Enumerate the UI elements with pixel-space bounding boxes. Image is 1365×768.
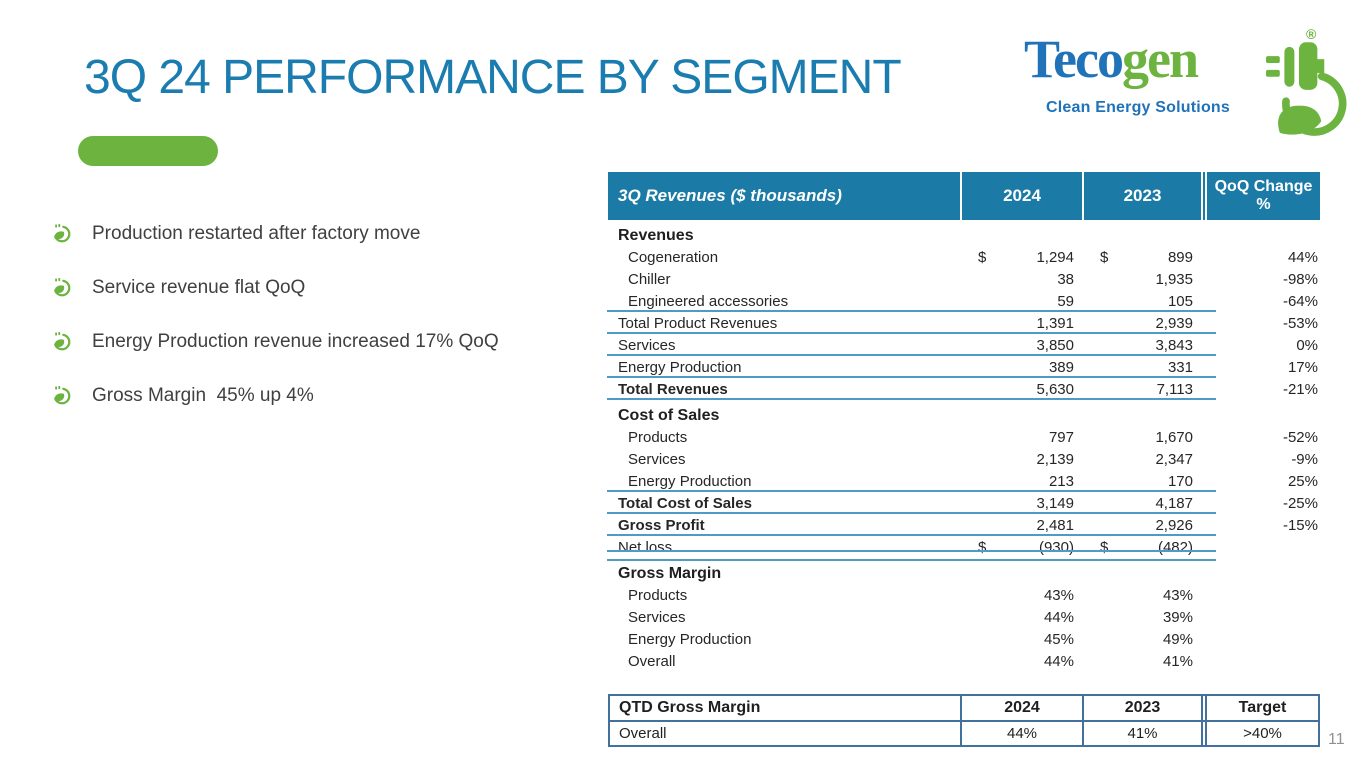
list-item: Gross Margin 45% up 4%: [52, 384, 499, 438]
table-row: Services 44% 39%: [628, 608, 1193, 626]
qtd-header-2024: 2024: [960, 696, 1082, 720]
table-row: Chiller 38 1,935 -98%: [628, 270, 1318, 288]
table-row: Gross Margin: [618, 565, 722, 582]
header-cell-qoq-change: QoQ Change %: [1201, 172, 1320, 220]
header-cell-2023: 2023: [1082, 172, 1201, 220]
list-item: Energy Production revenue increased 17% …: [52, 330, 499, 384]
bullet-text: Gross Margin 45% up 4%: [92, 385, 314, 406]
qtd-cell-2024: 44%: [960, 722, 1082, 745]
table-row: Overall 44% 41%: [628, 652, 1193, 670]
leaf-plug-bullet-icon: [54, 278, 71, 297]
table-row: Revenues: [618, 227, 694, 244]
bullet-text: Service revenue flat QoQ: [92, 277, 306, 298]
table-row: Energy Production 389 331 17%: [607, 356, 1320, 378]
qtd-cell-target: >40%: [1201, 722, 1318, 745]
table-row: Engineered accessories 59 105 -64%: [607, 290, 1320, 312]
page-title: 3Q 24 PERFORMANCE BY SEGMENT: [84, 51, 902, 104]
table-row: Gross Profit 2,481 2,926 -15%: [607, 514, 1320, 536]
logo-word-gen: gen: [1122, 29, 1199, 89]
logo-word-teco: Teco: [1024, 29, 1124, 89]
list-item: Service revenue flat QoQ: [52, 276, 499, 330]
table-row: Services 3,850 3,843 0%: [607, 334, 1320, 356]
qtd-cell-label: Overall: [619, 725, 667, 742]
qtd-gross-margin-table: QTD Gross Margin 2024 2023 Target Overal…: [608, 694, 1320, 747]
registered-trademark-symbol: ®: [1306, 26, 1317, 42]
table-row: Services 2,139 2,347 -9%: [628, 450, 1318, 468]
table-row: Total Cost of Sales 3,149 4,187 -25%: [607, 492, 1320, 514]
logo-tagline: Clean Energy Solutions: [1046, 99, 1230, 116]
header-cell-revenues: 3Q Revenues ($ thousands): [608, 172, 960, 220]
table-row: Energy Production 213 170 25%: [607, 470, 1320, 492]
tecogen-logo-wordmark: Tecogen: [1024, 29, 1199, 89]
accent-pill: [78, 136, 218, 166]
qtd-header-target: Target: [1201, 696, 1318, 720]
qtd-cell-2023: 41%: [1082, 722, 1201, 745]
plug-leaf-icon: [1266, 42, 1347, 136]
qtd-header-2023: 2023: [1082, 696, 1201, 720]
table-row: Total Revenues 5,630 7,113 -21%: [607, 378, 1320, 400]
qtd-header-label: QTD Gross Margin: [619, 699, 761, 716]
table-row: Cost of Sales: [618, 407, 720, 424]
bullet-text: Energy Production revenue increased 17% …: [92, 331, 499, 352]
revenue-table-body: Revenues Cogeneration $1,294 $899 44% Chiller…: [607, 220, 1320, 672]
table-row: Cogeneration $1,294 $899 44%: [628, 248, 1318, 266]
table-row: Net loss $ (930) $ (482): [607, 536, 1320, 561]
table-row: Energy Production 45% 49%: [628, 630, 1193, 648]
table-row: Total Product Revenues 1,391 2,939 -53%: [607, 312, 1320, 334]
table-row: Products 797 1,670 -52%: [628, 428, 1318, 446]
page-number: 11: [1328, 731, 1345, 748]
header-cell-2024: 2024: [960, 172, 1082, 220]
leaf-plug-bullet-icon: [54, 224, 71, 243]
revenue-table-header: 3Q Revenues ($ thousands) 2024 2023 QoQ …: [608, 172, 1320, 220]
table-row: Overall 44% 41% >40%: [610, 722, 1318, 745]
bullet-list: Production restarted after factory move …: [52, 222, 499, 438]
revenue-table: 3Q Revenues ($ thousands) 2024 2023 QoQ …: [607, 172, 1320, 672]
bullet-text: Production restarted after factory move: [92, 223, 421, 244]
qtd-table-header: QTD Gross Margin 2024 2023 Target: [610, 696, 1318, 722]
leaf-plug-bullet-icon: [54, 386, 71, 405]
table-row: Products 43% 43%: [628, 586, 1193, 604]
list-item: Production restarted after factory move: [52, 222, 499, 276]
leaf-plug-bullet-icon: [54, 332, 71, 351]
